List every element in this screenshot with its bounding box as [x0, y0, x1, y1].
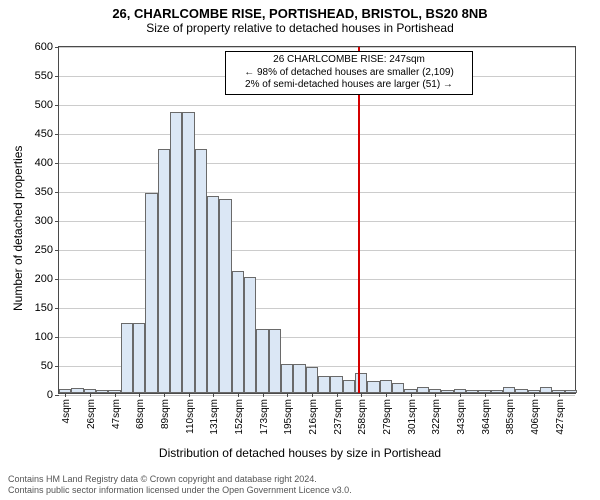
histogram-bar — [306, 367, 318, 393]
grid-line — [59, 47, 575, 48]
histogram-bar — [540, 387, 552, 393]
x-tick-label: 279sqm — [382, 399, 393, 435]
y-tick-label: 200 — [35, 273, 53, 285]
x-axis-label: Distribution of detached houses by size … — [0, 446, 600, 460]
histogram-bar — [145, 193, 157, 393]
grid-line — [59, 250, 575, 251]
chart-title-sub: Size of property relative to detached ho… — [0, 21, 600, 35]
histogram-bar — [293, 364, 305, 393]
x-tick-label: 322sqm — [431, 399, 442, 435]
x-tick-label: 216sqm — [308, 399, 319, 435]
y-tick-label: 550 — [35, 70, 53, 82]
annotation-line: ← 98% of detached houses are smaller (2,… — [230, 67, 468, 80]
histogram-bar — [219, 199, 231, 393]
x-tick-label: 4sqm — [61, 399, 72, 423]
footer-line2: Contains public sector information licen… — [8, 485, 592, 496]
x-tick-label: 68sqm — [135, 399, 146, 429]
histogram-bar — [417, 387, 429, 393]
x-tick-label: 343sqm — [456, 399, 467, 435]
y-tick-label: 350 — [35, 186, 53, 198]
footer-line1: Contains HM Land Registry data © Crown c… — [8, 474, 592, 485]
chart-title-main: 26, CHARLCOMBE RISE, PORTISHEAD, BRISTOL… — [0, 6, 600, 21]
histogram-bar — [195, 149, 207, 393]
x-tick-label: 427sqm — [555, 399, 566, 435]
histogram-bar — [392, 383, 404, 393]
x-tick-label: 237sqm — [333, 399, 344, 435]
annotation-line: 26 CHARLCOMBE RISE: 247sqm — [230, 54, 468, 67]
histogram-bar — [158, 149, 170, 393]
grid-line — [59, 105, 575, 106]
histogram-bar — [182, 112, 194, 393]
chart-title-block: 26, CHARLCOMBE RISE, PORTISHEAD, BRISTOL… — [0, 0, 600, 35]
histogram-bar — [269, 329, 281, 393]
histogram-bar — [515, 389, 527, 393]
histogram-bar — [318, 376, 330, 393]
y-tick-label: 100 — [35, 331, 53, 343]
grid-line — [59, 308, 575, 309]
x-tick-label: 173sqm — [259, 399, 270, 435]
x-tick-label: 364sqm — [481, 399, 492, 435]
y-tick-label: 300 — [35, 215, 53, 227]
y-tick-label: 150 — [35, 302, 53, 314]
y-tick-label: 0 — [47, 389, 53, 401]
x-tick-label: 89sqm — [160, 399, 171, 429]
grid-line — [59, 192, 575, 193]
x-tick-label: 110sqm — [185, 399, 196, 434]
grid-line — [59, 395, 575, 396]
annotation-box: 26 CHARLCOMBE RISE: 247sqm← 98% of detac… — [225, 51, 473, 95]
x-tick-label: 47sqm — [111, 399, 122, 429]
histogram-bar — [355, 373, 367, 393]
x-tick-label: 258sqm — [357, 399, 368, 435]
histogram-bar — [256, 329, 268, 393]
x-tick-label: 301sqm — [407, 399, 418, 435]
histogram-bar — [232, 271, 244, 393]
histogram-bar — [343, 380, 355, 393]
reference-line — [358, 47, 360, 393]
grid-line — [59, 163, 575, 164]
histogram-bar — [330, 376, 342, 393]
x-tick-label: 26sqm — [86, 399, 97, 429]
x-tick-label: 406sqm — [530, 399, 541, 435]
histogram-bar — [96, 390, 108, 393]
chart-plot-area: 0501001502002503003504004505005506004sqm… — [58, 46, 576, 394]
x-tick-label: 195sqm — [283, 399, 294, 435]
y-axis-label: Number of detached properties — [11, 131, 25, 311]
y-tick-label: 400 — [35, 157, 53, 169]
y-tick-label: 250 — [35, 244, 53, 256]
x-tick-label: 385sqm — [505, 399, 516, 435]
histogram-bar — [380, 380, 392, 393]
histogram-bar — [71, 388, 83, 393]
histogram-bar — [244, 277, 256, 393]
grid-line — [59, 221, 575, 222]
histogram-bar — [133, 323, 145, 393]
histogram-bar — [565, 390, 577, 393]
histogram-bar — [441, 390, 453, 393]
histogram-bar — [491, 390, 503, 393]
grid-line — [59, 134, 575, 135]
histogram-bar — [466, 390, 478, 393]
grid-line — [59, 279, 575, 280]
histogram-bar — [367, 381, 379, 393]
footer-attribution: Contains HM Land Registry data © Crown c… — [8, 474, 592, 496]
x-tick-label: 152sqm — [234, 399, 245, 435]
y-tick-label: 500 — [35, 99, 53, 111]
y-tick-label: 450 — [35, 128, 53, 140]
histogram-bar — [121, 323, 133, 393]
y-tick-label: 600 — [35, 41, 53, 53]
histogram-bar — [170, 112, 182, 393]
histogram-bar — [281, 364, 293, 393]
histogram-bar — [207, 196, 219, 393]
y-tick-label: 50 — [41, 360, 53, 372]
x-tick-label: 131sqm — [209, 399, 220, 435]
annotation-line: 2% of semi-detached houses are larger (5… — [230, 79, 468, 92]
